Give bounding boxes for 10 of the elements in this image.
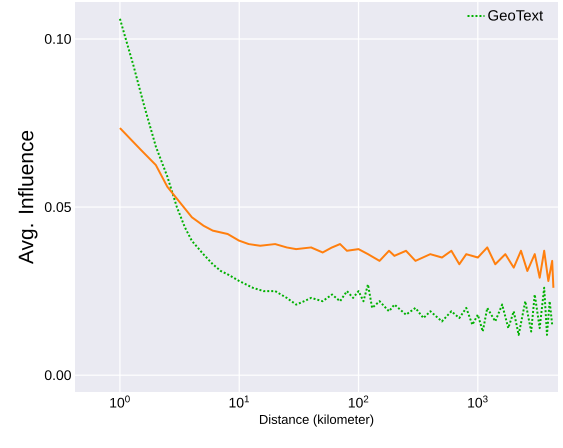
y-tick-label: 0.00 <box>44 370 71 380</box>
x-tick-label: 10$^{2}$ <box>348 396 368 408</box>
legend-label: GeoText <box>488 10 544 21</box>
y-axis-title: Avg. Influence <box>18 130 38 264</box>
y-tick-label: 0.10 <box>44 34 71 44</box>
y-tick-label: 0.05 <box>44 202 71 212</box>
x-axis-title: Distance (kilometer) <box>260 414 374 427</box>
x-tick-label: 10$^{0}$ <box>110 396 130 408</box>
x-tick-label: 10$^{3}$ <box>468 396 488 408</box>
x-tick-label: 10$^{1}$ <box>230 396 249 408</box>
